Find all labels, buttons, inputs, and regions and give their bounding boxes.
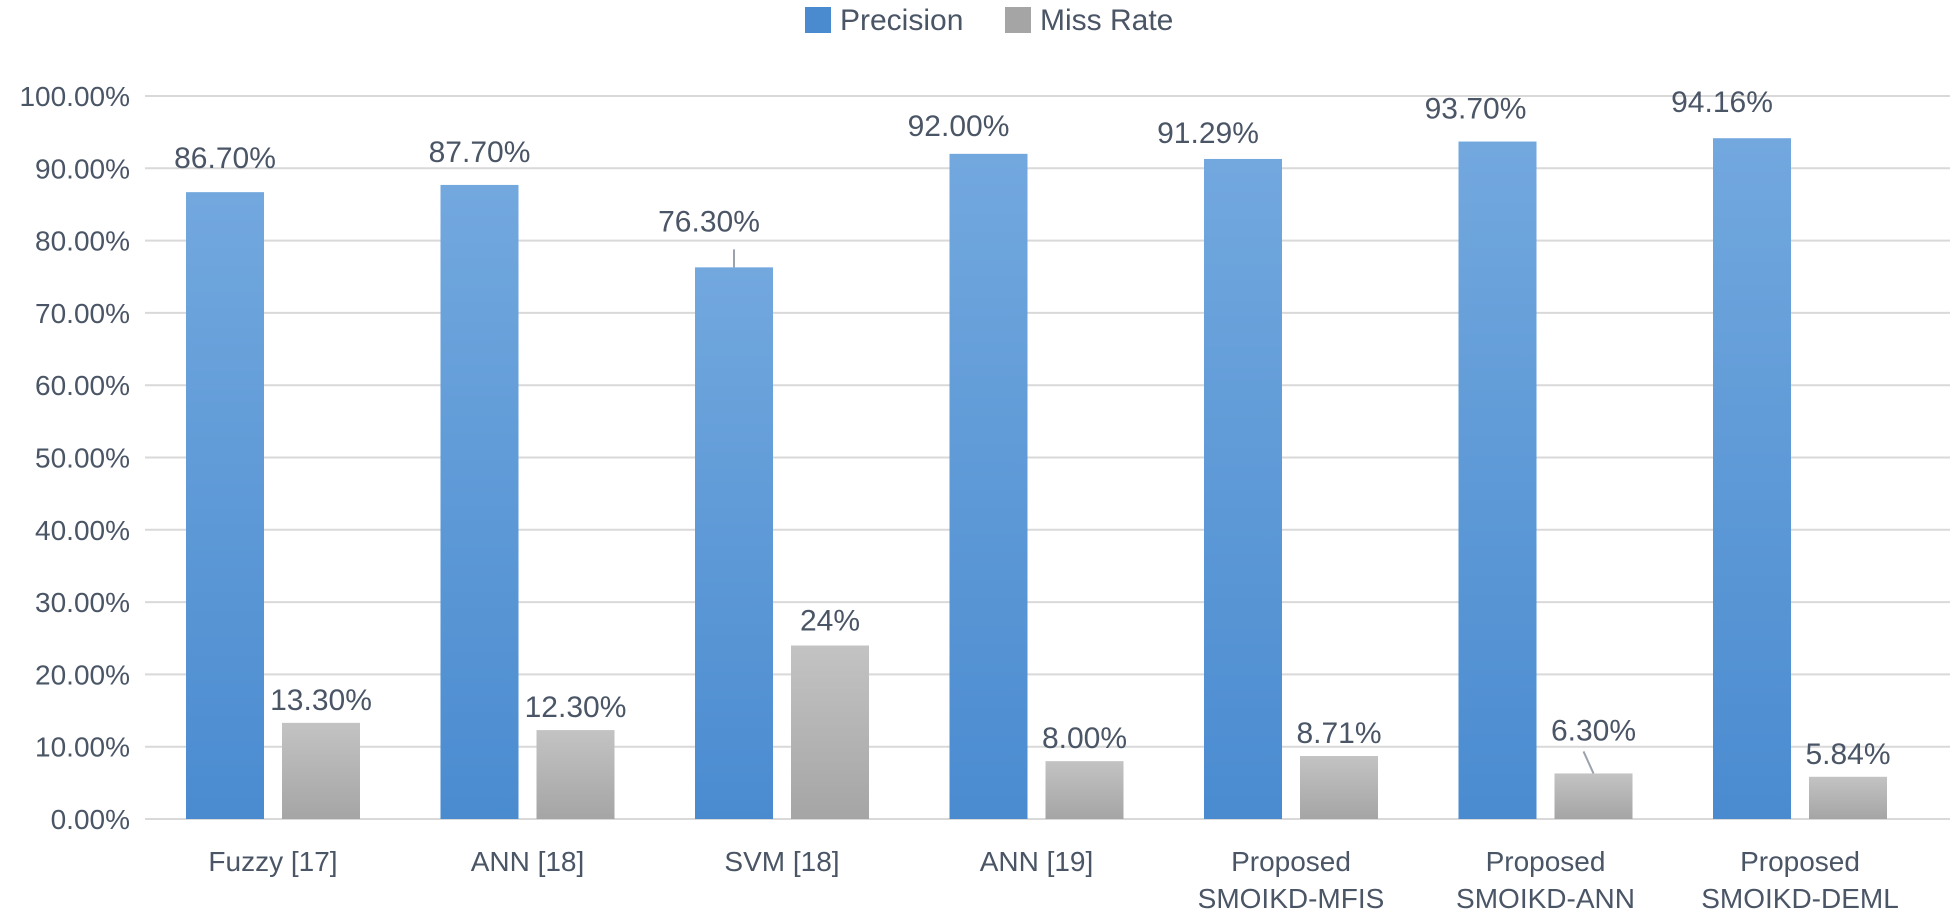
data-label-miss-rate: 8.71% [1296, 717, 1381, 750]
x-category-label: Proposed SMOIKD-DEML [1701, 846, 1899, 914]
bar-miss-rate [536, 730, 615, 819]
bar-miss-rate [282, 722, 360, 819]
data-label-miss-rate: 8.00% [1042, 722, 1127, 755]
x-category-label: ANN [19] [980, 846, 1094, 877]
bar-precision [440, 184, 519, 819]
legend-label-precision: Precision [840, 4, 963, 37]
data-label-precision: 91.29% [1157, 117, 1259, 150]
bar-precision [186, 192, 264, 819]
y-tick-label: 30.00% [35, 587, 130, 618]
bar-precision [1458, 141, 1537, 819]
y-tick-label: 10.00% [35, 732, 130, 763]
bar-miss-rate [1300, 756, 1378, 819]
data-label-precision: 92.00% [908, 110, 1010, 143]
data-label-leaders [733, 249, 1595, 774]
x-axis-category-labels: Fuzzy [17] ANN [18] SVM [18] ANN [19] Propos… [208, 846, 1898, 914]
y-axis-tick-labels: 0.00% 10.00% 20.00% 30.00% 40.00% 50.00% 60.00… [19, 81, 130, 835]
data-label-precision: 93.70% [1425, 93, 1527, 126]
bar-miss-rate [1045, 761, 1124, 819]
data-labels: 86.70% 13.30% 87.70% 12.30% 76.30% 24% 92.00% 8… [174, 86, 1890, 771]
x-category-label: Proposed SMOIKD-ANN [1456, 846, 1635, 914]
y-tick-label: 100.00% [19, 81, 130, 112]
legend: Precision Miss Rate [805, 4, 1173, 37]
data-label-miss-rate: 6.30% [1551, 714, 1636, 747]
bars [186, 138, 1887, 820]
x-category-label: Proposed SMOIKD-MFIS [1198, 846, 1385, 914]
data-label-precision: 86.70% [174, 142, 276, 175]
x-category-label: Fuzzy [17] [208, 846, 337, 877]
gridlines [145, 95, 1950, 820]
x-category-label: ANN [18] [471, 846, 585, 877]
bar-miss-rate [1809, 776, 1887, 819]
y-tick-label: 90.00% [35, 153, 130, 184]
y-tick-label: 60.00% [35, 370, 130, 401]
y-tick-label: 0.00% [51, 804, 130, 835]
legend-label-miss-rate: Miss Rate [1040, 4, 1173, 37]
y-tick-label: 20.00% [35, 659, 130, 690]
data-label-miss-rate: 5.84% [1805, 738, 1890, 771]
x-category-label: SVM [18] [724, 846, 839, 877]
data-label-miss-rate: 12.30% [525, 691, 627, 724]
legend-swatch-precision [805, 7, 831, 33]
bar-precision [1713, 138, 1791, 819]
bar-precision [949, 153, 1028, 820]
bar-miss-rate [1554, 773, 1633, 819]
data-label-precision: 87.70% [429, 136, 531, 169]
data-label-miss-rate: 13.30% [270, 684, 372, 717]
y-tick-label: 40.00% [35, 515, 130, 546]
bar-precision [695, 267, 773, 819]
y-tick-label: 70.00% [35, 298, 130, 329]
data-label-precision: 76.30% [658, 205, 760, 238]
bar-miss-rate [791, 645, 869, 819]
data-label-miss-rate: 24% [800, 604, 860, 637]
y-tick-label: 50.00% [35, 443, 130, 474]
label-leader-line [1582, 751, 1595, 774]
data-label-precision: 94.16% [1671, 86, 1773, 119]
y-tick-label: 80.00% [35, 226, 130, 257]
bar-precision [1204, 158, 1282, 820]
legend-swatch-miss-rate [1005, 7, 1031, 33]
